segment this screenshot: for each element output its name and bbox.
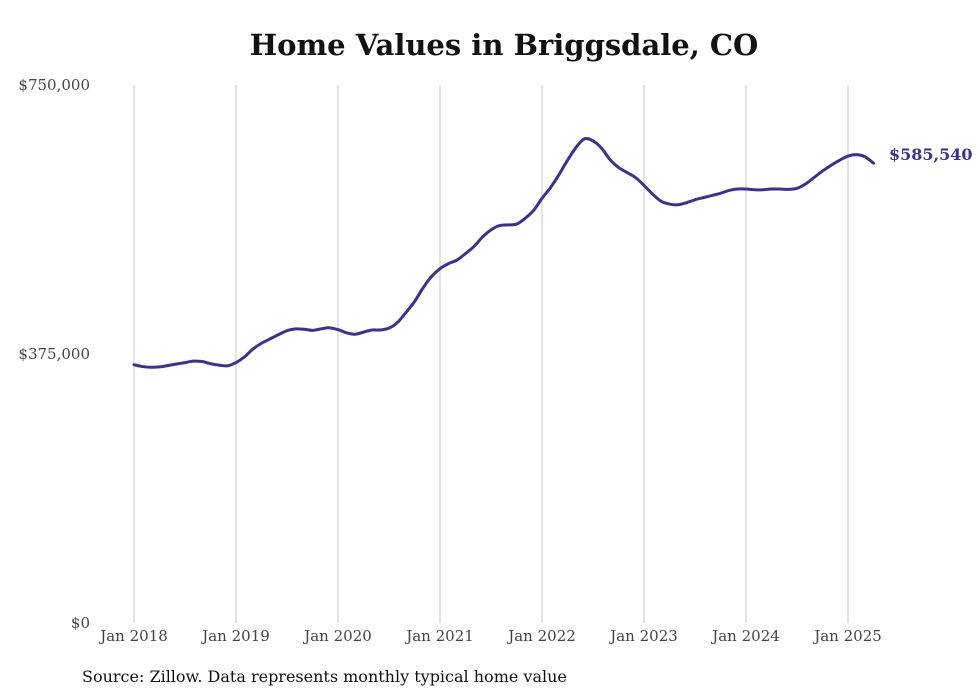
series (132, 136, 875, 369)
x-axis: Jan 2018 Jan 2019 Jan 2020 Jan 2021 Jan 2022… (98, 627, 882, 645)
y-axis: $0 $375,000 $750,000 (18, 76, 90, 632)
chart-title: Home Values in Briggsdale, CO (249, 28, 759, 62)
end-value-label: $585,540 (889, 145, 973, 164)
x-tick-label: Jan 2025 (812, 627, 882, 645)
x-tick-label: Jan 2022 (506, 627, 576, 645)
y-tick-label: $0 (71, 614, 90, 632)
x-tick-label: Jan 2018 (98, 627, 168, 645)
x-tick-label: Jan 2023 (608, 627, 678, 645)
y-tick-label: $375,000 (18, 345, 90, 363)
x-tick-label: Jan 2024 (710, 627, 780, 645)
x-tick-label: Jan 2020 (302, 627, 372, 645)
source-note: Source: Zillow. Data represents monthly … (82, 667, 567, 686)
home-value-line (132, 136, 875, 369)
y-tick-label: $750,000 (18, 76, 90, 94)
x-tick-label: Jan 2021 (404, 627, 474, 645)
end-label-group: $585,540 (889, 145, 973, 164)
x-tick-label: Jan 2019 (200, 627, 270, 645)
gridlines (133, 85, 849, 623)
